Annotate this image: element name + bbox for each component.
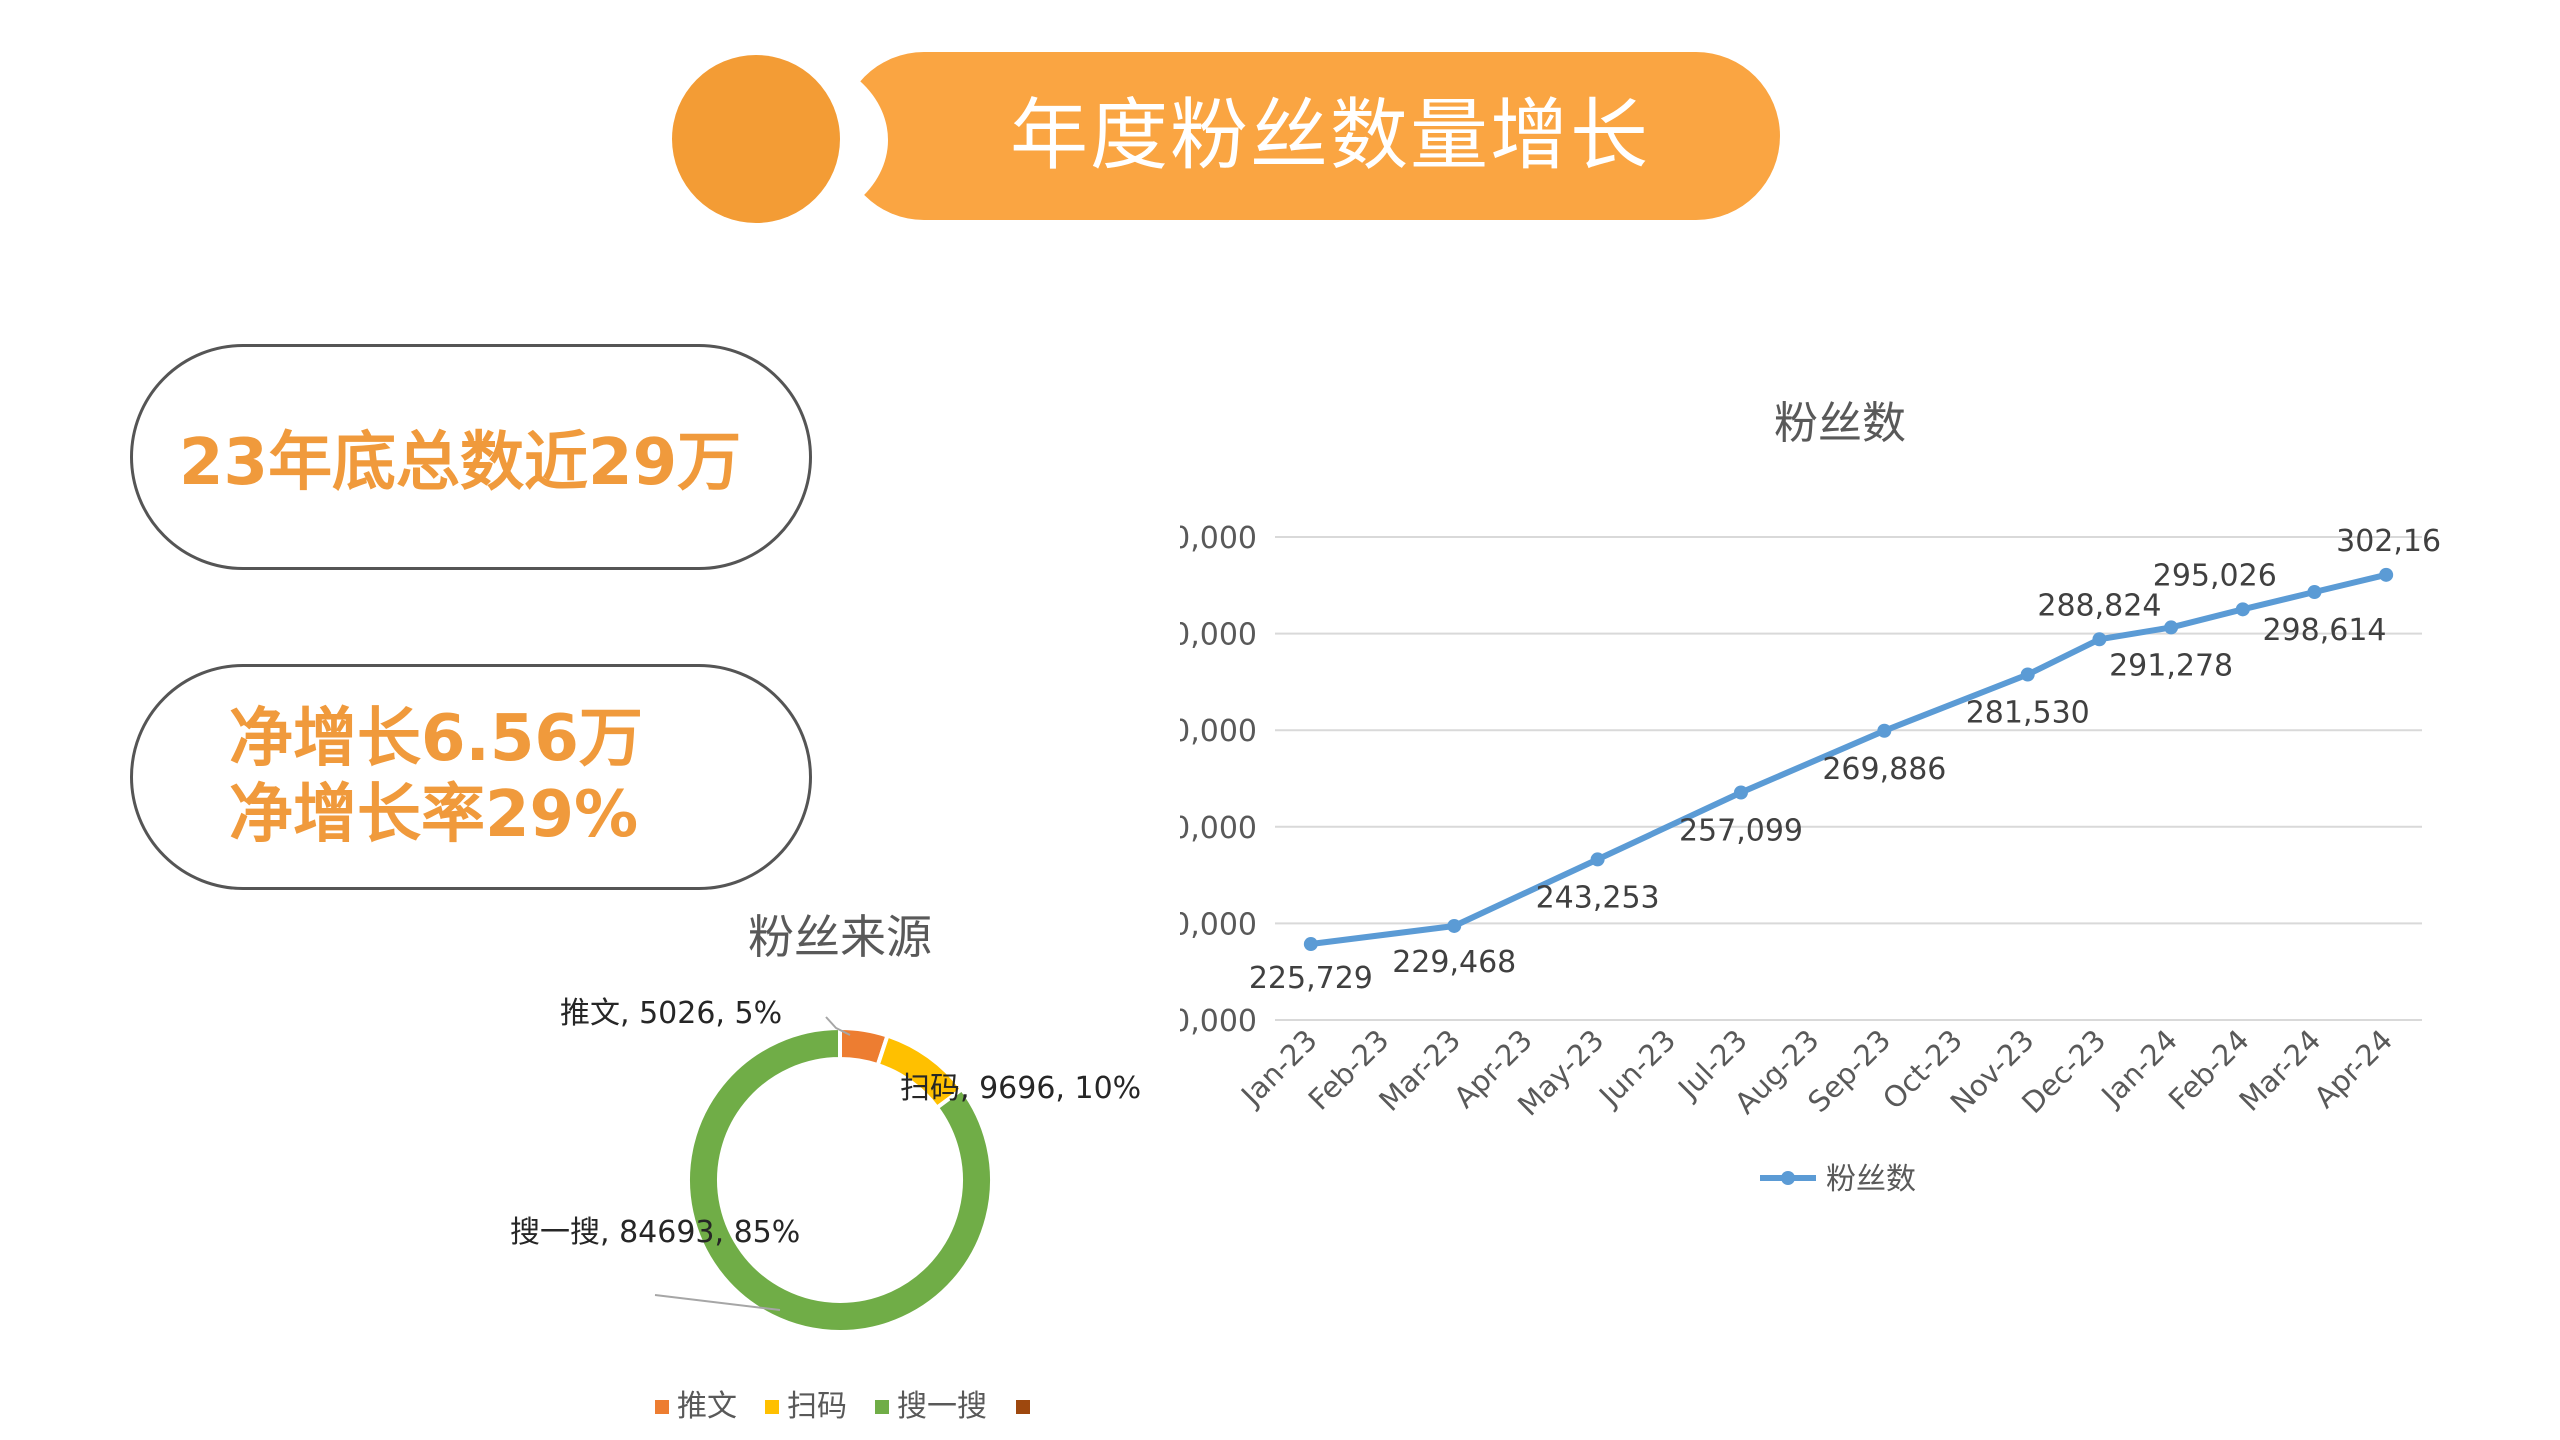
total-highlight-text: 23年底总数近29万 xyxy=(179,426,742,500)
title-dot-icon xyxy=(672,55,840,223)
legend-point-marker xyxy=(1781,1171,1795,1185)
legend-label: 粉丝数 xyxy=(1826,1162,1916,1197)
fans-point xyxy=(2020,667,2035,682)
y-tick-label: 290,000 xyxy=(1180,618,1257,653)
net-growth-text: 净增长6.56万 xyxy=(229,702,643,776)
fans-point xyxy=(2164,620,2179,635)
x-tick-label: Apr-24 xyxy=(2307,1023,2399,1115)
title-banner xyxy=(840,52,1780,220)
fans-data-label: 229,468 xyxy=(1392,945,1516,980)
y-tick-label: 310,000 xyxy=(1180,521,1257,556)
pie-chart-title: 粉丝来源 xyxy=(748,910,932,964)
fans-data-label: 281,530 xyxy=(1966,696,2090,731)
fans-data-label: 295,026 xyxy=(2153,558,2277,593)
pie-legend-label: 推文 xyxy=(677,1389,737,1424)
fans-data-label: 288,824 xyxy=(2037,588,2161,623)
fans-point xyxy=(1447,918,1462,933)
y-tick-label: 250,000 xyxy=(1180,811,1257,846)
label-leader-line xyxy=(825,1016,851,1036)
pie-data-label: 搜一搜, 84693, 85% xyxy=(510,1215,800,1250)
fans-data-label: 302,165 xyxy=(2336,524,2440,559)
fans-data-label: 291,278 xyxy=(2109,648,2233,683)
pie-slice xyxy=(686,1025,994,1334)
fans-data-label: 257,099 xyxy=(1679,814,1803,849)
y-tick-label: 270,000 xyxy=(1180,714,1257,749)
fans-point xyxy=(1733,785,1748,800)
pie-legend-marker xyxy=(1016,1400,1030,1414)
x-tick-label: Jun-23 xyxy=(1591,1023,1682,1114)
fans-point xyxy=(2307,584,2322,599)
pie-data-label: 扫码, 9696, 10% xyxy=(900,1071,1141,1106)
fans-data-label: 243,253 xyxy=(1536,880,1660,915)
fans-data-label: 269,886 xyxy=(1822,752,1946,787)
net-growth-rate-text: 净增长率29% xyxy=(229,778,639,852)
x-tick-label: Mar-23 xyxy=(1372,1023,1467,1118)
fans-data-label: 298,614 xyxy=(2262,613,2386,648)
pie-legend-marker xyxy=(765,1400,779,1414)
total-highlight-card: 23年底总数近29万 xyxy=(130,344,812,570)
pie-legend-marker xyxy=(655,1400,669,1414)
fans-data-label: 225,729 xyxy=(1249,961,1373,996)
pie-legend-label: 扫码 xyxy=(787,1389,847,1424)
fans-point xyxy=(2235,602,2250,617)
line-chart-title: 粉丝数 xyxy=(1774,398,1906,449)
page-title: 年度粉丝数量增长 xyxy=(1009,91,1650,181)
pie-legend-label: 搜一搜 xyxy=(897,1389,987,1424)
fans-point xyxy=(1877,723,1892,738)
fans-line-chart: 粉丝数 210,000 230,000 250,000 270,000 290,000 31… xyxy=(1180,398,2440,1197)
fans-point xyxy=(2092,632,2107,647)
pie-legend-marker xyxy=(875,1400,889,1414)
fans-point xyxy=(1303,937,1318,952)
pie-data-label: 推文, 5026, 5% xyxy=(560,996,782,1031)
fans-point xyxy=(2379,567,2394,582)
label-leader-line xyxy=(654,1294,781,1311)
fans-point xyxy=(1590,852,1605,867)
x-tick-label: Mar-24 xyxy=(2233,1023,2328,1118)
y-tick-label: 210,000 xyxy=(1180,1004,1257,1039)
y-tick-label: 230,000 xyxy=(1180,907,1257,942)
growth-highlight-card: 净增长6.56万 净增长率29% xyxy=(130,664,812,890)
